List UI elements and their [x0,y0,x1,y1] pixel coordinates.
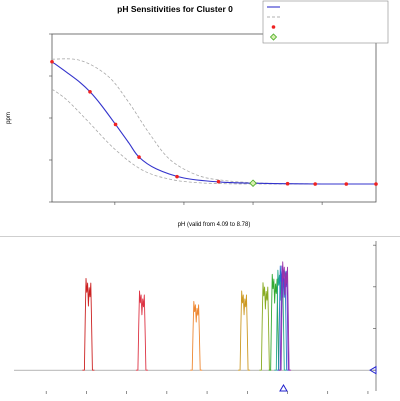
spectrum-peak [274,269,287,371]
cluster-center-line [51,61,377,185]
spectrum-peak [82,278,95,371]
zero-level-marker [369,365,377,375]
spectrum-peak [278,265,291,371]
loaded-data-point [50,59,54,64]
ph-sensitivity-chart: pH Sensitivities for Cluster 0 ppm pH (v… [6,0,389,228]
spectrum-peak [190,300,203,371]
spectra-panel [0,236,400,401]
spectrum-peak [276,265,289,371]
current-cluster-marker [249,179,257,187]
spectrum-peak [238,290,251,371]
ph-sensitivity-panel: pH Sensitivities for Cluster 0 ppm pH (v… [6,0,389,228]
spectrum-peak [268,273,281,371]
current-shift-marker [279,384,288,392]
y-axis-label: ppm [6,112,12,124]
loaded-data-point [216,179,221,184]
legend-box [262,0,389,44]
loaded-data-point [88,89,92,94]
transform-window-upper [51,58,377,185]
loaded-data-point [374,182,378,186]
legend [262,0,389,44]
spectra-overlay-chart [14,241,377,394]
loaded-data-point [285,181,290,186]
x-axis-label: pH (valid from 4.09 to 8.78) [178,222,251,228]
legend-swatch-current-cluster [269,33,278,41]
chart-title: pH Sensitivities for Cluster 0 [117,4,233,14]
loaded-data-point [313,182,318,186]
loaded-data-point [137,155,141,159]
plot-frame [51,33,377,203]
spectrum-peak [279,261,292,371]
legend-swatch-data-point [271,25,276,29]
spectrum-peak [259,282,272,371]
loaded-data-point [113,122,118,127]
loaded-data-point [344,182,349,186]
loaded-data-point [175,174,179,179]
spectrum-peak [135,290,148,371]
